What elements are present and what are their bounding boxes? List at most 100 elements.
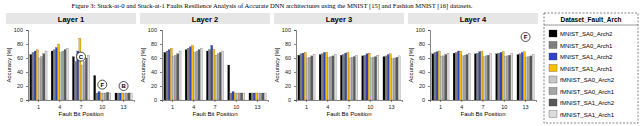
bar xyxy=(326,52,328,100)
bar xyxy=(332,56,334,100)
y-tick-label: 60 xyxy=(17,55,23,61)
bar xyxy=(81,65,83,100)
bar xyxy=(170,48,172,100)
bar xyxy=(434,52,436,100)
bar xyxy=(253,93,255,100)
bar xyxy=(241,93,243,100)
bar xyxy=(200,48,202,100)
annotation: F xyxy=(98,80,107,89)
bar xyxy=(239,93,241,100)
bar xyxy=(228,65,230,100)
bar xyxy=(115,93,117,100)
annotation-circle xyxy=(119,82,128,91)
bar xyxy=(445,55,447,101)
x-tick-label: 7 xyxy=(79,104,82,110)
bar xyxy=(519,54,521,100)
bar xyxy=(483,57,485,100)
bar xyxy=(306,58,308,100)
bar xyxy=(523,52,525,100)
x-tick: 4 xyxy=(326,100,329,110)
bar xyxy=(119,93,121,100)
y-tick-mark xyxy=(26,44,28,45)
bar xyxy=(366,54,368,100)
legend-swatch xyxy=(549,99,557,106)
y-axis-title: Accuracy [%] xyxy=(140,47,146,82)
x-tick-label: 1 xyxy=(439,104,442,110)
y-tick-mark xyxy=(428,58,430,59)
y-tick-label: 20 xyxy=(419,83,425,89)
bar xyxy=(462,56,464,100)
bar xyxy=(36,50,38,100)
legend-swatch xyxy=(549,65,557,72)
bar xyxy=(351,57,353,100)
y-tick: 60 xyxy=(17,55,28,61)
x-tick-label: 4 xyxy=(192,104,195,110)
y-tick-mark xyxy=(428,72,430,73)
bar xyxy=(373,57,375,100)
y-tick-label: 0 xyxy=(20,97,23,103)
y-tick-mark xyxy=(294,100,296,101)
bar xyxy=(72,57,74,100)
y-tick: 0 xyxy=(288,97,296,103)
bar xyxy=(468,53,470,100)
bar xyxy=(41,57,43,100)
bar xyxy=(177,54,179,100)
bar xyxy=(243,93,245,100)
y-tick: 20 xyxy=(285,83,296,89)
y-tick-mark xyxy=(294,30,296,31)
bar xyxy=(504,57,506,100)
bar xyxy=(251,93,253,100)
x-tick: 13 xyxy=(121,100,127,110)
bar xyxy=(98,92,100,100)
bars xyxy=(432,51,534,100)
bar xyxy=(447,53,449,100)
x-tick-label: 13 xyxy=(523,104,529,110)
bars xyxy=(30,38,132,100)
bar xyxy=(343,55,345,101)
bar xyxy=(396,57,398,100)
x-tick: 1 xyxy=(37,100,40,110)
annotation-text: B xyxy=(121,83,126,89)
legend-label: fMNIST_SA0_Arch2 xyxy=(560,77,615,83)
x-tick-mark xyxy=(236,100,237,102)
y-tick-label: 60 xyxy=(285,55,291,61)
bar xyxy=(394,58,396,100)
y-tick-label: 80 xyxy=(151,41,157,47)
bar xyxy=(258,93,260,100)
y-tick-mark xyxy=(428,100,430,101)
bar xyxy=(502,52,504,100)
y-tick-label: 20 xyxy=(285,83,291,89)
bar xyxy=(300,54,302,100)
bar xyxy=(166,51,168,100)
bar xyxy=(175,55,177,100)
bar xyxy=(236,93,238,100)
bar xyxy=(309,57,311,100)
x-tick-mark xyxy=(504,100,505,102)
bar xyxy=(168,50,170,100)
x-axis-line xyxy=(297,101,403,103)
bar xyxy=(398,56,400,100)
legend-swatch xyxy=(549,111,557,118)
y-tick: 40 xyxy=(17,69,28,75)
bar xyxy=(172,57,174,100)
x-tick-label: 1 xyxy=(171,104,174,110)
bar xyxy=(249,93,251,100)
caption: Figure 3: Stuck-at-0 and Stuck-at-1 Faul… xyxy=(72,2,473,10)
bar xyxy=(109,93,111,100)
bar xyxy=(455,52,457,100)
bar xyxy=(83,62,85,101)
bar xyxy=(217,54,219,100)
bar xyxy=(94,76,96,101)
bar xyxy=(126,93,128,100)
x-axis-title: Fault Bit Position xyxy=(58,111,103,117)
x-tick-mark xyxy=(525,100,526,102)
y-tick-label: 20 xyxy=(151,83,157,89)
x-tick-label: 10 xyxy=(501,104,507,110)
x-tick: 1 xyxy=(305,100,308,110)
y-tick: 20 xyxy=(419,83,430,89)
bar xyxy=(528,57,530,100)
y-tick-label: 40 xyxy=(17,69,23,75)
bar xyxy=(102,93,104,100)
bar xyxy=(457,51,459,100)
y-tick-mark xyxy=(428,86,430,87)
